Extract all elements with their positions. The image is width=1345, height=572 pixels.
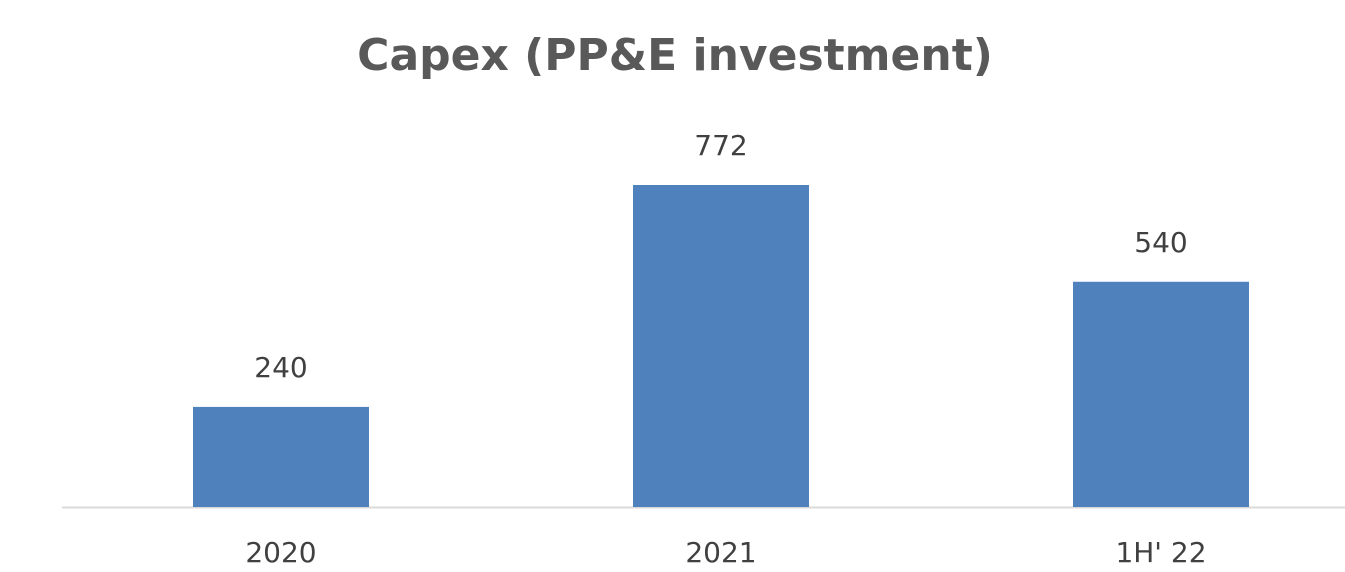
x-tick-label: 2021 [685,536,756,569]
bar [633,185,809,507]
x-tick-label: 2020 [245,536,316,569]
data-label: 540 [1134,226,1187,259]
data-label: 772 [694,129,747,162]
chart-title: Capex (PP&E investment) [357,30,993,81]
x-tick-label: 1H' 22 [1115,536,1206,569]
bar [1073,281,1249,507]
bar [193,406,369,507]
data-label: 240 [254,351,307,384]
